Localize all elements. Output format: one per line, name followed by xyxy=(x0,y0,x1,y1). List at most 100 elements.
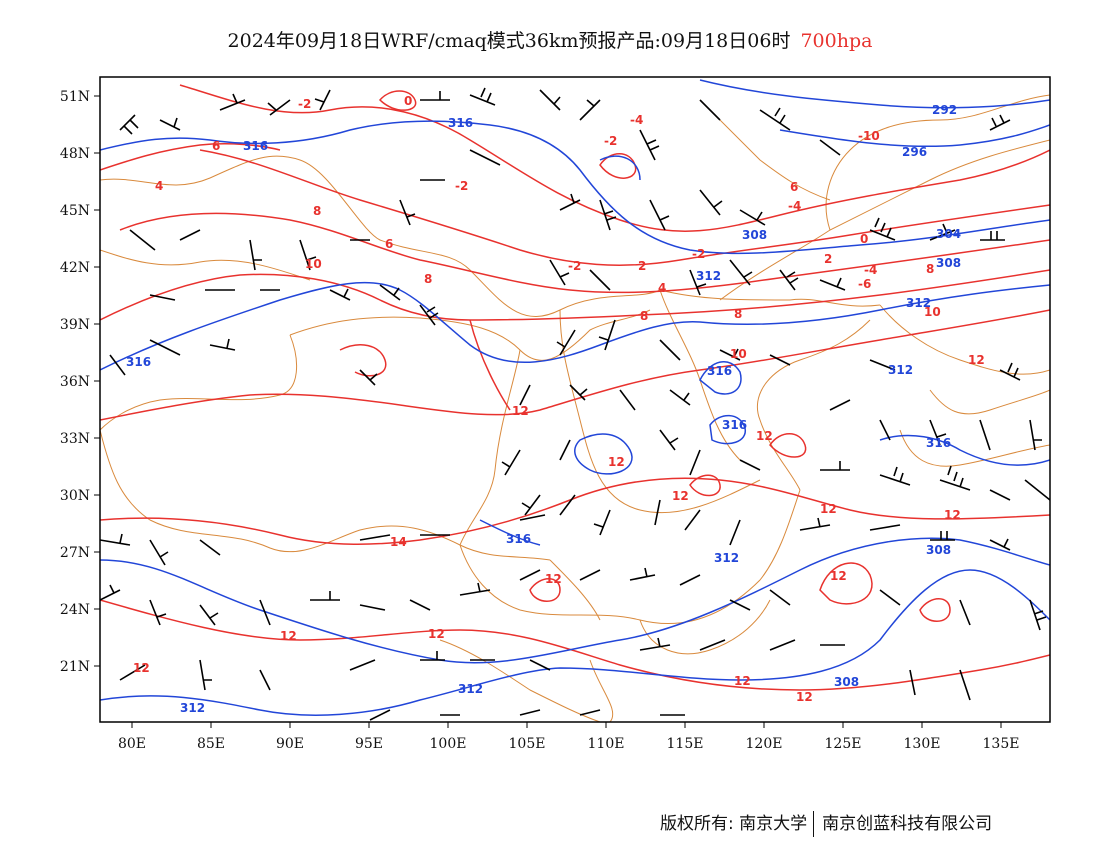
height-label: 316 xyxy=(722,418,747,432)
temp-label: 0 xyxy=(404,94,412,108)
temp-label: 0 xyxy=(860,232,868,246)
temp-label: 14 xyxy=(390,535,407,549)
lat-label: 51N xyxy=(60,89,90,105)
temp-label: 10 xyxy=(305,257,322,271)
wind-barbs xyxy=(100,87,1050,721)
height-label: 312 xyxy=(906,296,931,310)
lon-label: 130E xyxy=(904,736,941,752)
height-label: 316 xyxy=(448,116,473,130)
temp-label: 12 xyxy=(968,353,985,367)
temp-label: 12 xyxy=(734,674,751,688)
temp-label: 12 xyxy=(820,502,837,516)
height-label: 304 xyxy=(936,227,961,241)
latitude-axis xyxy=(94,95,100,667)
temp-label: 2 xyxy=(638,259,646,273)
height-label: 312 xyxy=(714,551,739,565)
lon-label: 100E xyxy=(430,736,467,752)
height-label: 316 xyxy=(243,139,268,153)
geopotential-contours xyxy=(100,79,1050,716)
height-label: 316 xyxy=(707,364,732,378)
lon-label: 90E xyxy=(276,736,304,752)
temp-label: 4 xyxy=(658,281,666,295)
lat-label: 39N xyxy=(60,317,90,333)
height-label: 308 xyxy=(936,256,961,270)
longitude-labels: 80E 85E 90E 95E 100E 105E 110E 115E 120E… xyxy=(118,736,1020,752)
lat-label: 45N xyxy=(60,203,90,219)
temp-label: 8 xyxy=(926,262,934,276)
latitude-labels: 51N 48N 45N 42N 39N 36N 33N 30N 27N 24N … xyxy=(60,89,90,675)
lat-label: 27N xyxy=(60,545,90,561)
geopotential-labels: 316 316 292 296 308 304 308 312 312 316 … xyxy=(126,103,961,715)
temp-label: -4 xyxy=(788,199,801,213)
height-label: 312 xyxy=(458,682,483,696)
lat-label: 24N xyxy=(60,602,90,618)
temp-label: 2 xyxy=(824,252,832,266)
temp-label: 12 xyxy=(428,627,445,641)
temp-label: -2 xyxy=(604,134,617,148)
temp-label: -2 xyxy=(692,247,705,261)
temp-label: 12 xyxy=(512,404,529,418)
boundary-lines xyxy=(100,94,1050,722)
temp-label: -2 xyxy=(455,179,468,193)
lat-label: 42N xyxy=(60,260,90,276)
temp-label: 12 xyxy=(672,489,689,503)
lat-label: 48N xyxy=(60,146,90,162)
temperature-labels: -2 0 6 -4 -10 -2 4 -2 6 -4 8 6 -2 0 -4 1… xyxy=(133,94,985,704)
lat-label: 33N xyxy=(60,431,90,447)
lon-label: 95E xyxy=(355,736,383,752)
temp-label: 12 xyxy=(830,569,847,583)
lat-label: 30N xyxy=(60,488,90,504)
title-main: 2024年09月18日WRF/cmaq模式36km预报产品:09月18日06时 xyxy=(227,30,791,52)
lon-label: 105E xyxy=(509,736,546,752)
height-label: 312 xyxy=(888,363,913,377)
temp-label: 12 xyxy=(545,572,562,586)
temp-label: 12 xyxy=(944,508,961,522)
temp-label: -4 xyxy=(630,113,643,127)
temp-label: 12 xyxy=(133,661,150,675)
temp-label: 6 xyxy=(212,139,220,153)
lon-label: 80E xyxy=(118,736,146,752)
temp-label: 12 xyxy=(756,429,773,443)
height-label: 312 xyxy=(696,269,721,283)
temp-label: 8 xyxy=(424,272,432,286)
title-level: 700hpa xyxy=(800,30,873,52)
temp-label: 12 xyxy=(280,629,297,643)
temp-label: 8 xyxy=(640,309,648,323)
height-label: 308 xyxy=(834,675,859,689)
lon-label: 135E xyxy=(983,736,1020,752)
plot-frame xyxy=(99,76,1051,723)
temp-label: -2 xyxy=(298,97,311,111)
copyright-divider xyxy=(813,811,815,837)
copyright-owner: 版权所有: 南京大学 xyxy=(660,814,808,834)
temp-label: 12 xyxy=(796,690,813,704)
lon-label: 120E xyxy=(746,736,783,752)
copyright-company: 南京创蓝科技有限公司 xyxy=(822,814,993,834)
height-label: 308 xyxy=(926,543,951,557)
plot-area: -2 0 6 -4 -10 -2 4 -2 6 -4 8 6 -2 0 -4 1… xyxy=(100,77,1050,722)
temp-label: 6 xyxy=(385,237,393,251)
copyright-notice: 版权所有: 南京大学 南京创蓝科技有限公司 xyxy=(660,809,992,837)
temp-label: 10 xyxy=(924,305,941,319)
lat-label: 36N xyxy=(60,374,90,390)
height-label: 292 xyxy=(932,103,957,117)
height-label: 296 xyxy=(902,145,927,159)
longitude-axis xyxy=(131,722,1002,728)
temp-label: -6 xyxy=(858,277,871,291)
height-label: 316 xyxy=(926,436,951,450)
temp-label: -4 xyxy=(864,263,877,277)
height-label: 316 xyxy=(506,532,531,546)
temp-label: 4 xyxy=(155,179,163,193)
temp-label: 10 xyxy=(730,347,747,361)
lat-label: 21N xyxy=(60,659,90,675)
height-label: 308 xyxy=(742,228,767,242)
temp-label: 8 xyxy=(313,204,321,218)
lon-label: 85E xyxy=(197,736,225,752)
temp-label: 8 xyxy=(734,307,742,321)
lon-label: 125E xyxy=(825,736,862,752)
temp-label: 12 xyxy=(608,455,625,469)
temp-label: -10 xyxy=(858,129,880,143)
height-label: 312 xyxy=(180,701,205,715)
temp-label: 6 xyxy=(790,180,798,194)
lon-label: 115E xyxy=(667,736,704,752)
